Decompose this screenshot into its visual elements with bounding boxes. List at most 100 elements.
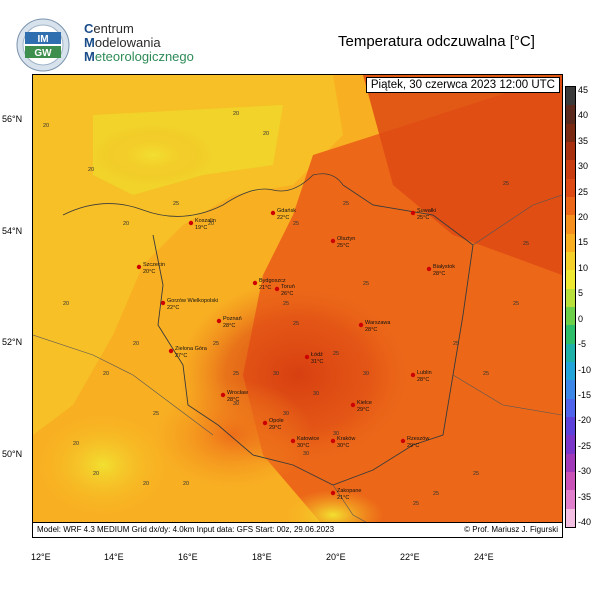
city-temp: 19°C: [195, 225, 207, 231]
city-temp: 21°C: [259, 285, 271, 291]
field-value-label: 20: [133, 341, 139, 347]
field-value-label: 25: [283, 301, 289, 307]
temperature-field: 20 20 20 20 20 20 20 20 20 20 20 20 20 25 25 25 25 25 25 25…: [33, 75, 562, 537]
city-temp: 22°C: [277, 215, 289, 221]
field-warm-patch: [153, 380, 313, 490]
city-name: Bydgoszcz: [259, 278, 286, 284]
field-east-hot: [363, 75, 562, 275]
city-temp: 28°C: [365, 327, 377, 333]
city-dot: [262, 420, 268, 426]
city-name: Kraków: [337, 436, 355, 442]
colorbar-tick-label: -35: [578, 491, 592, 502]
org-line1-rest: entrum: [93, 21, 134, 36]
city-temp: 27°C: [175, 353, 187, 359]
field-value-label: 25: [473, 471, 479, 477]
colorbar-segment: [566, 435, 575, 455]
colorbar-segment: [566, 123, 575, 143]
city-temp: 25°C: [417, 215, 429, 221]
lat-label-54: 54°N: [2, 226, 23, 236]
city-dot: [168, 348, 174, 354]
city-name: Gorzów Wielkopolski: [167, 298, 218, 304]
city-temp: 29°C: [407, 443, 419, 449]
field-value-labels: 20 20 20 20 20 20 20 20 20 20 20 20 20 25 25 25 25 25 25 25…: [43, 111, 529, 507]
colorbar-segment: [566, 197, 575, 216]
city-name: Warszawa: [365, 320, 391, 326]
copyright: © Prof. Mariusz J. Figurski: [464, 525, 558, 534]
city-name: Szczecin: [143, 262, 165, 268]
field-value-label: 20: [123, 221, 129, 227]
field-value-label: 25: [333, 351, 339, 357]
colorbar-segment: [566, 490, 575, 510]
org-line1-initial: C: [84, 21, 94, 36]
city-dot: [400, 438, 406, 444]
colorbar-tick-label: 25: [578, 186, 589, 197]
lon-label-12: 12°E: [31, 552, 51, 562]
logo-text-bottom: GW: [34, 48, 52, 59]
field-value-label: 30: [233, 401, 239, 407]
map-footer: Model: WRF 4.3 MEDIUM Grid dx/dy: 4.0km …: [33, 522, 562, 537]
field-value-label: 30: [313, 391, 319, 397]
lat-label-50: 50°N: [2, 449, 23, 459]
city-dot: [274, 286, 280, 292]
colorbar-segment: [566, 453, 575, 473]
city-name: Koszalin: [195, 218, 216, 224]
org-line3-rest: eteorologicznego: [94, 49, 194, 64]
temperature-map: 20 20 20 20 20 20 20 20 20 20 20 20 20 25 25 25 25 25 25 25…: [32, 74, 563, 538]
city-temp: 22°C: [167, 305, 179, 311]
field-value-label: 25: [153, 411, 159, 417]
colorbar-tick-label: 45: [578, 85, 589, 95]
colorbar-segment: [566, 417, 575, 436]
city-temp: 25°C: [337, 243, 349, 249]
city-name: Poznań: [223, 316, 242, 322]
city-name: Lublin: [417, 370, 432, 376]
city-dot: [290, 438, 296, 444]
city-temp: 28°C: [417, 377, 429, 383]
lon-label-20: 20°E: [326, 552, 346, 562]
city-dot: [252, 280, 258, 286]
field-value-label: 20: [208, 221, 214, 227]
lon-label-16: 16°E: [178, 552, 198, 562]
org-line3-initial: M: [84, 49, 95, 64]
colorbar-tick-label: 5: [578, 288, 584, 299]
lon-label-24: 24°E: [474, 552, 494, 562]
city-temp: 28°C: [227, 397, 239, 403]
map-title: Temperatura odczuwalna [°C]: [338, 33, 535, 50]
city-layer: Gdańsk22°CKoszalin19°CSuwałki25°COlsztyn…: [136, 208, 455, 501]
field-value-label: 20: [233, 111, 239, 117]
city-temp: 30°C: [337, 443, 349, 449]
city-dot: [330, 490, 336, 496]
city-dot: [410, 372, 416, 378]
colorbar-segment: [566, 160, 575, 180]
coastline: [62, 173, 344, 217]
logo-text-top: IM: [37, 34, 48, 45]
colorbar-tick-label: -5: [578, 339, 587, 350]
city-dot: [270, 210, 276, 216]
city-temp: 30°C: [297, 443, 309, 449]
field-value-label: 20: [43, 123, 49, 129]
city-temp: 28°C: [433, 271, 445, 277]
colorbar-tick-label: 0: [578, 313, 584, 324]
border-west: [33, 334, 214, 436]
colorbar-tick-label: -25: [578, 440, 592, 451]
field-value-label: 20: [143, 481, 149, 487]
colorbar-tick-label: -10: [578, 364, 592, 375]
colorbar-segment: [566, 307, 575, 326]
field-value-label: 30: [273, 371, 279, 377]
colorbar-segment: [566, 215, 575, 235]
model-info: Model: WRF 4.3 MEDIUM Grid dx/dy: 4.0km …: [37, 525, 335, 534]
lon-label-18: 18°E: [252, 552, 272, 562]
